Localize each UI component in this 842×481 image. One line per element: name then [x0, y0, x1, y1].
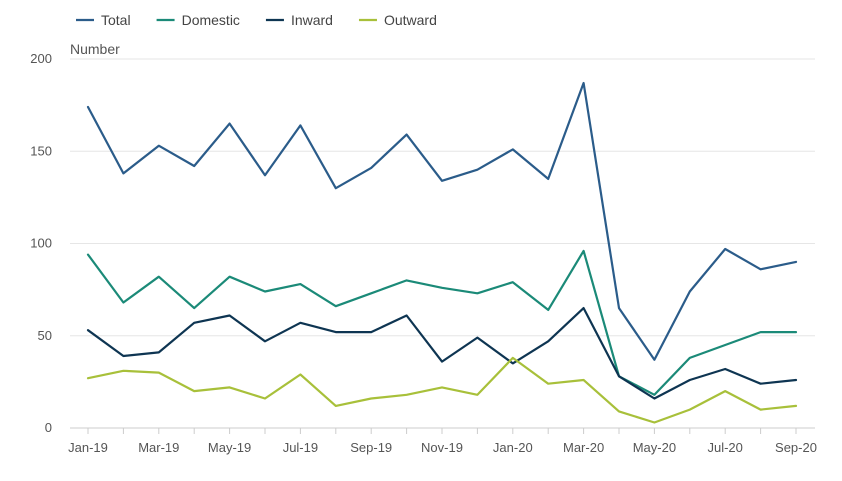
y-tick-label: 50 [38, 328, 52, 343]
x-tick-label: Sep-19 [350, 440, 392, 455]
x-tick-label: Jul-19 [283, 440, 318, 455]
x-tick-label: Nov-19 [421, 440, 463, 455]
series-line-total [86, 81, 798, 361]
y-tick-label: 0 [45, 420, 52, 435]
x-tick-label: Mar-20 [563, 440, 604, 455]
legend: Total Domestic Inward Outward [76, 12, 437, 28]
legend-item-domestic[interactable]: Domestic [156, 12, 240, 28]
y-tick-label: 100 [30, 236, 52, 251]
y-tick-label: 150 [30, 143, 52, 158]
legend-item-total[interactable]: Total [76, 12, 131, 28]
series-line-domestic [86, 249, 798, 396]
x-tick-label: May-19 [208, 440, 251, 455]
y-axis-ticks: 0 50 100 150 200 [30, 51, 52, 435]
x-tick-label: Jan-20 [493, 440, 533, 455]
y-axis-label: Number [70, 41, 120, 57]
x-tick-label: Mar-19 [138, 440, 179, 455]
y-tick-label: 200 [30, 51, 52, 66]
legend-label: Outward [384, 12, 437, 28]
series-line-inward [86, 307, 798, 400]
x-axis-ticks: Jan-19 Mar-19 May-19 Jul-19 Sep-19 Nov-19 Jan-… [68, 428, 817, 455]
gridlines [70, 58, 815, 337]
legend-label: Inward [291, 12, 333, 28]
x-tick-label: Sep-20 [775, 440, 817, 455]
legend-item-inward[interactable]: Inward [265, 12, 333, 28]
x-tick-label: May-20 [633, 440, 676, 455]
legend-item-outward[interactable]: Outward [358, 12, 437, 28]
series-lines [86, 81, 798, 424]
series-line-outward [86, 356, 798, 424]
legend-label: Total [101, 12, 131, 28]
legend-label: Domestic [182, 12, 240, 28]
x-tick-label: Jul-20 [707, 440, 742, 455]
x-tick-label: Jan-19 [68, 440, 108, 455]
